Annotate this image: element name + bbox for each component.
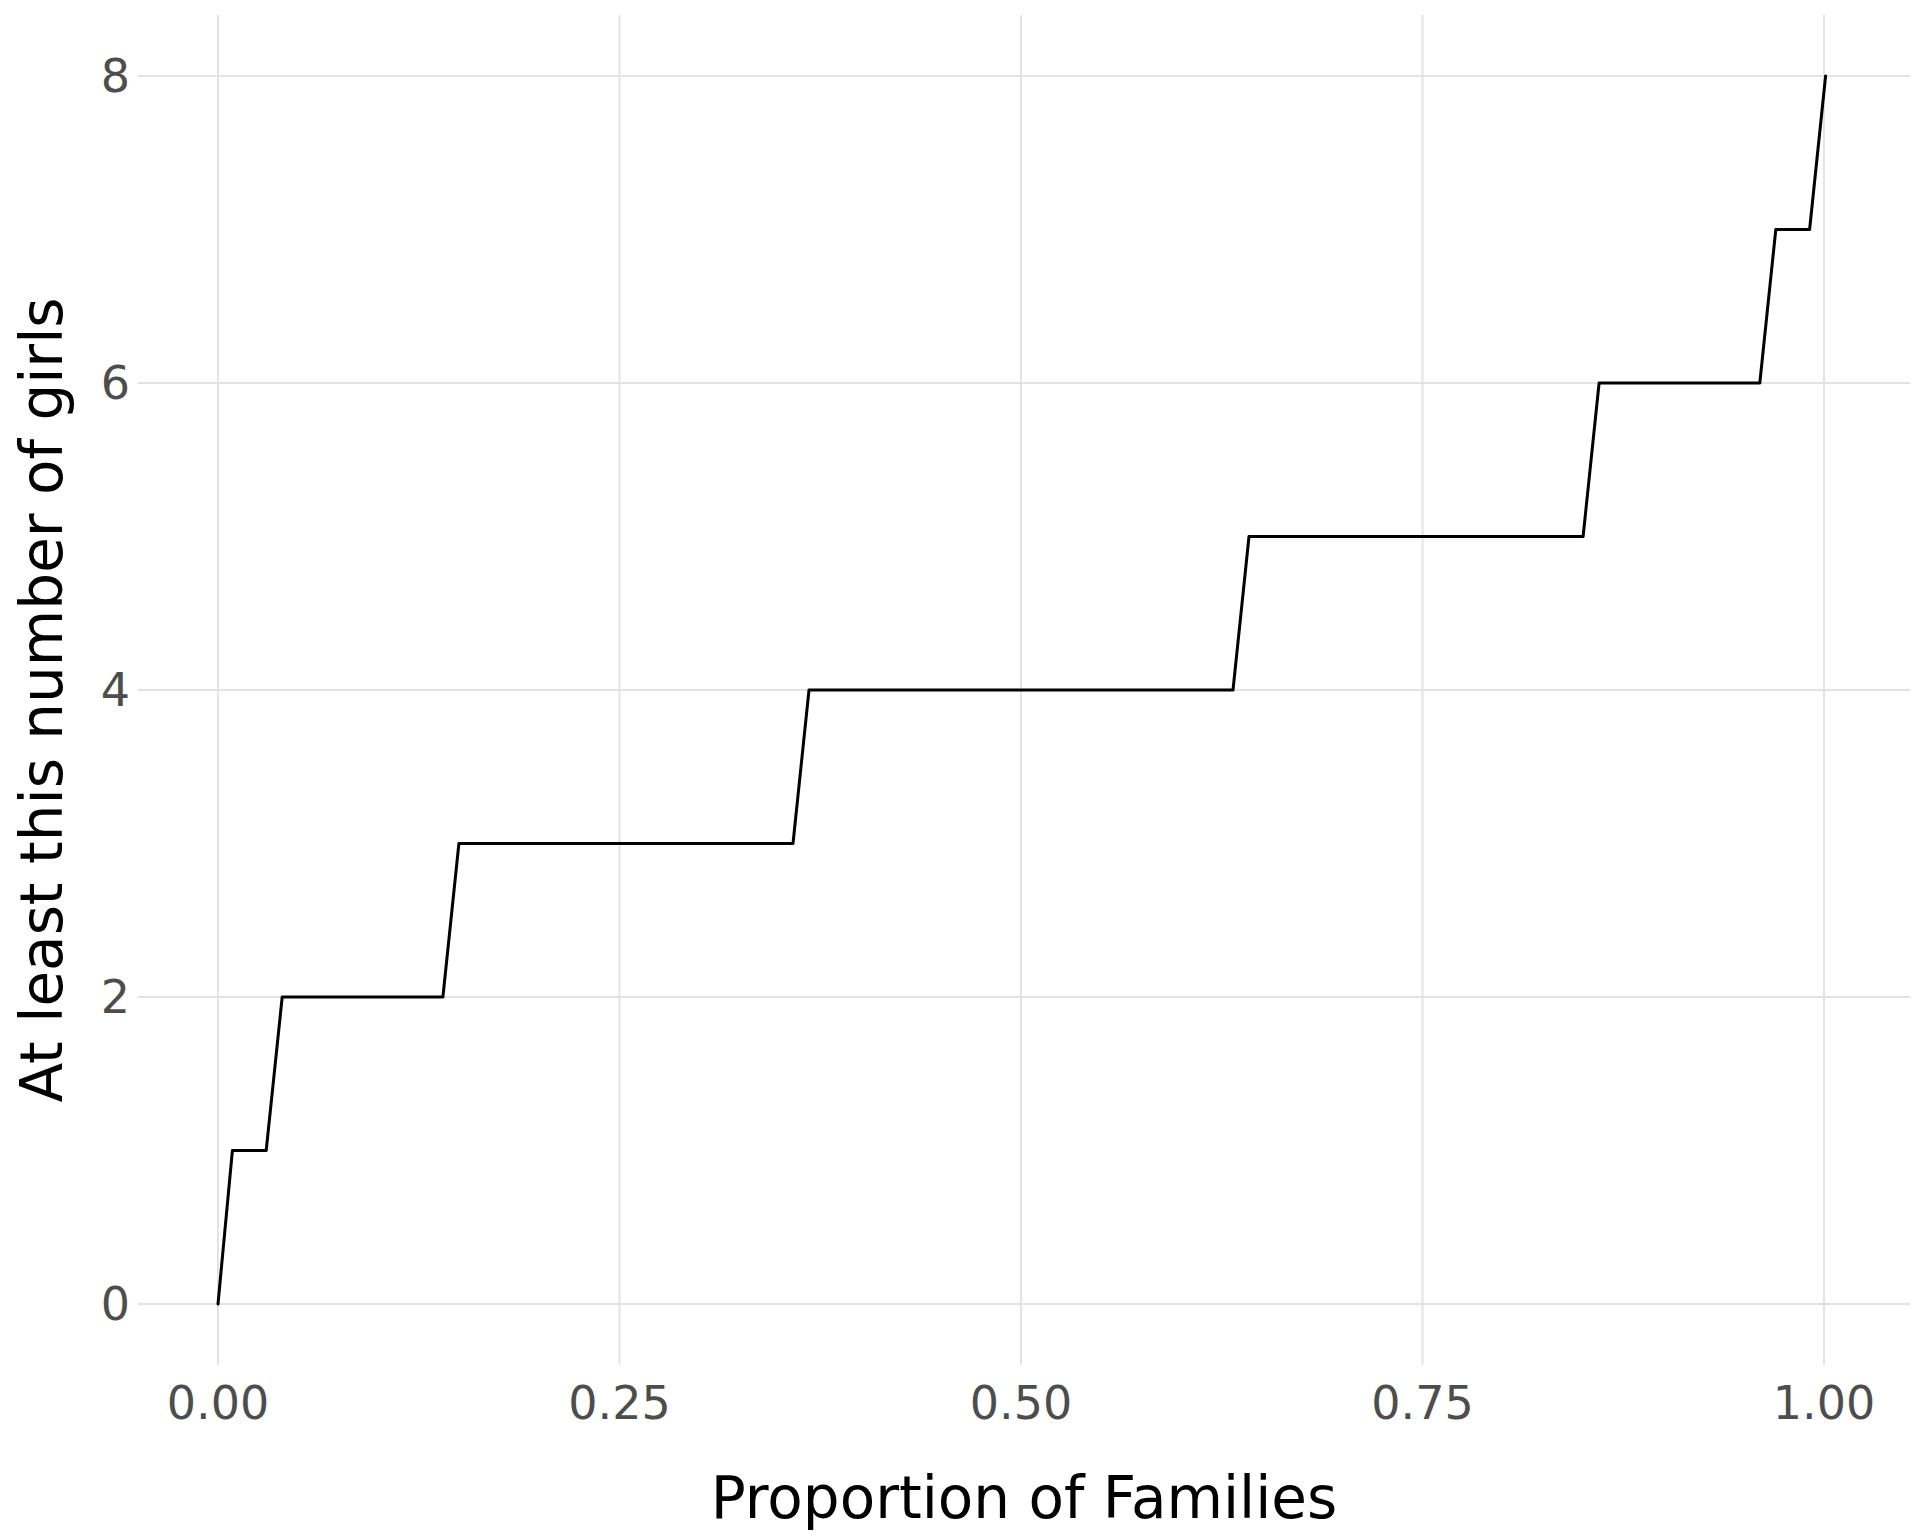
x-axis-tick-labels: 0.00 0.25 0.50 0.75 1.00 xyxy=(167,1376,1875,1430)
x-tick-label-0.50: 0.50 xyxy=(970,1376,1072,1430)
y-axis-title: At least this number of girls xyxy=(8,297,76,1102)
x-tick-label-0.75: 0.75 xyxy=(1371,1376,1473,1430)
x-axis-title: Proportion of Families xyxy=(711,1464,1337,1532)
y-tick-label-4: 4 xyxy=(101,663,130,717)
x-tick-label-0.00: 0.00 xyxy=(167,1376,269,1430)
quantile-step-chart: 0.00 0.25 0.50 0.75 1.00 0 2 4 6 8 Proportion of… xyxy=(0,0,1920,1536)
x-tick-label-0.25: 0.25 xyxy=(568,1376,670,1430)
y-tick-label-2: 2 xyxy=(101,970,130,1024)
x-tick-label-1.00: 1.00 xyxy=(1773,1376,1875,1430)
y-tick-label-0: 0 xyxy=(101,1277,130,1331)
chart-canvas: 0.00 0.25 0.50 0.75 1.00 0 2 4 6 8 Proportion of… xyxy=(0,0,1920,1536)
y-tick-label-8: 8 xyxy=(101,49,130,103)
y-axis-tick-labels: 0 2 4 6 8 xyxy=(101,49,130,1331)
y-tick-label-6: 6 xyxy=(101,356,130,410)
